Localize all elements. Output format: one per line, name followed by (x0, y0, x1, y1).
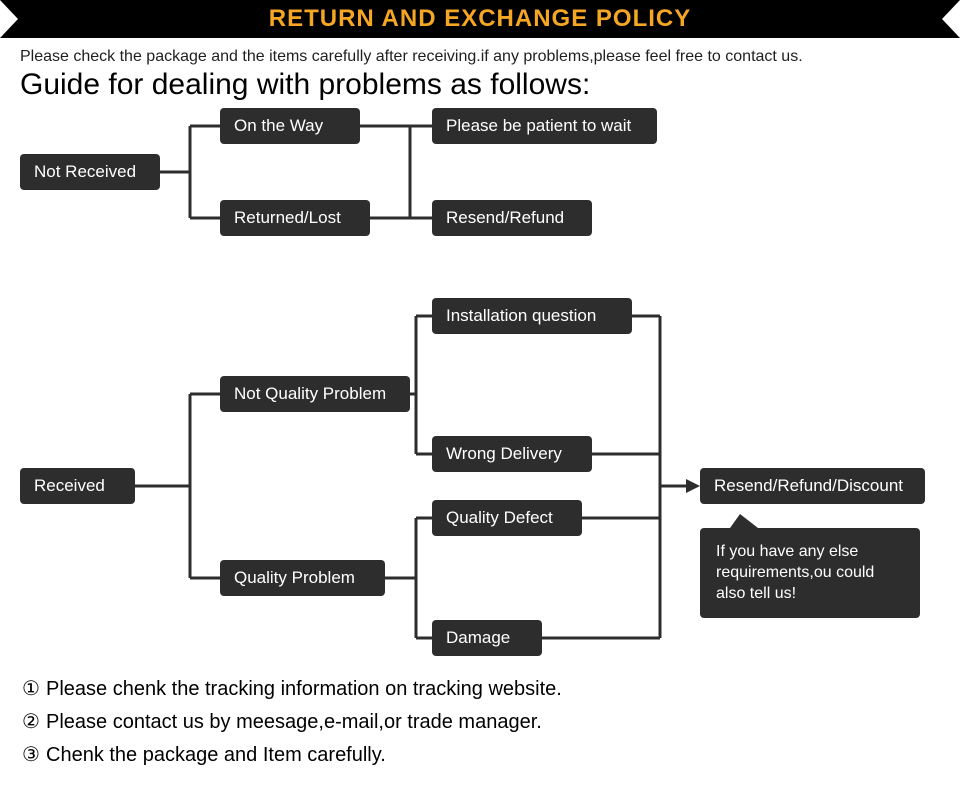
note-line: ③Chenk the package and Item carefully. (20, 742, 940, 767)
flow-node-install-q: Installation question (432, 298, 632, 334)
guide-title: Guide for dealing with problems as follo… (20, 68, 940, 102)
notes-list: ①Please chenk the tracking information o… (20, 676, 940, 767)
header-title: RETURN AND EXCHANGE POLICY (269, 5, 691, 33)
flow-node-resend-refund: Resend/Refund (432, 200, 592, 236)
flow-node-final: Resend/Refund/Discount (700, 468, 925, 504)
header-banner: RETURN AND EXCHANGE POLICY (0, 0, 960, 38)
note-text: Please chenk the tracking information on… (46, 678, 562, 700)
flow-node-patient: Please be patient to wait (432, 108, 657, 144)
flow-node-on-way: On the Way (220, 108, 360, 144)
intro-text: Please check the package and the items c… (20, 48, 940, 66)
flowchart-canvas: Not Received On the Way Returned/Lost Pleas… (20, 108, 940, 668)
flow-node-wrong-deliv: Wrong Delivery (432, 436, 592, 472)
note-marker: ② (20, 709, 42, 734)
arrow-head-icon (686, 479, 700, 493)
note-text: Please contact us by meesage,e-mail,or t… (46, 711, 542, 733)
flow-node-received: Received (20, 468, 135, 504)
note-line: ②Please contact us by meesage,e-mail,or … (20, 709, 940, 734)
content-area: Please check the package and the items c… (0, 38, 960, 795)
note-marker: ③ (20, 742, 42, 767)
note-line: ①Please chenk the tracking information o… (20, 676, 940, 701)
flow-node-not-received: Not Received (20, 154, 160, 190)
flow-node-returned-lost: Returned/Lost (220, 200, 370, 236)
note-text: Chenk the package and Item carefully. (46, 744, 386, 766)
flow-node-not-quality: Not Quality Problem (220, 376, 410, 412)
note-marker: ① (20, 676, 42, 701)
flow-node-damage: Damage (432, 620, 542, 656)
flow-node-quality-defect: Quality Defect (432, 500, 582, 536)
flow-node-quality: Quality Problem (220, 560, 385, 596)
tooltip-note: If you have any else requirements,ou cou… (700, 528, 920, 618)
